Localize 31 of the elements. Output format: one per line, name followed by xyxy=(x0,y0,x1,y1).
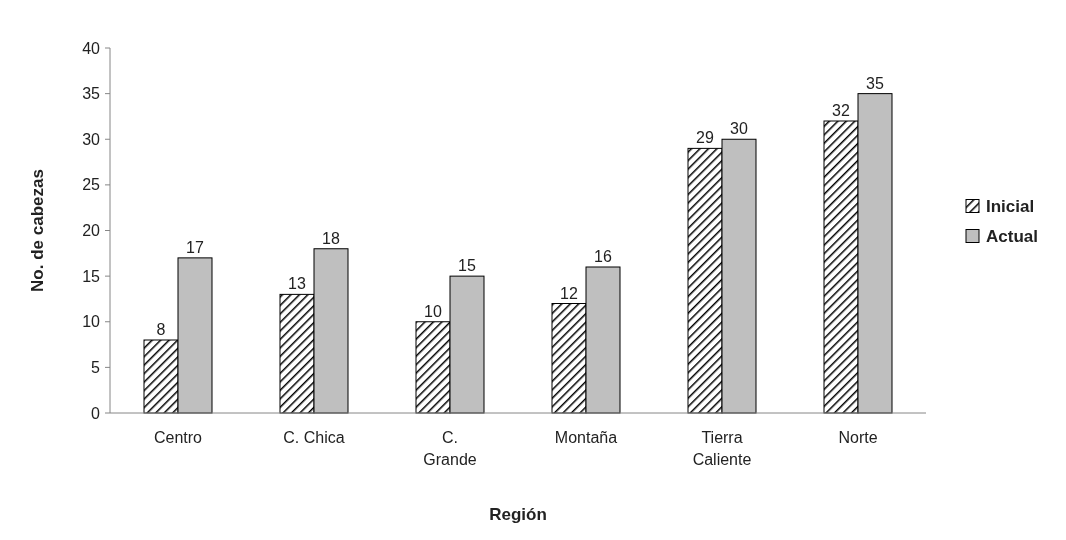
y-tick-label: 0 xyxy=(91,404,101,422)
x-tick-label: C. Grande xyxy=(423,429,477,468)
data-label: 16 xyxy=(594,248,612,265)
y-tick-label: 25 xyxy=(82,176,101,194)
y-tick-label: 40 xyxy=(82,39,101,57)
data-label: 18 xyxy=(322,229,340,247)
y-axis-title: No. de cabezas xyxy=(28,169,47,292)
x-tick-label: Centro xyxy=(153,429,203,446)
y-tick-label: 20 xyxy=(82,222,101,240)
data-label: 15 xyxy=(458,257,476,275)
data-label: 8 xyxy=(156,321,166,338)
legend-label: Actual xyxy=(986,227,1038,247)
data-label: 10 xyxy=(424,302,442,320)
y-tick-label: 35 xyxy=(82,85,101,103)
data-label: 12 xyxy=(560,284,578,302)
x-tick-label: C. Chica xyxy=(283,429,345,446)
data-label: 35 xyxy=(866,74,884,92)
x-tick-label: Norte xyxy=(838,429,878,446)
y-tick-label: 5 xyxy=(91,358,101,376)
data-label: 29 xyxy=(696,129,714,147)
y-tick-label: 10 xyxy=(82,313,101,331)
y-tick-label: 15 xyxy=(82,267,101,285)
x-tick-label: Montaña xyxy=(554,429,618,446)
x-tick-label: Tierra Caliente xyxy=(692,429,752,468)
y-tick-label: 30 xyxy=(82,130,101,148)
data-label: 32 xyxy=(832,102,850,119)
data-label: 13 xyxy=(288,275,306,293)
x-axis-title: Región xyxy=(489,505,547,524)
legend-label: Inicial xyxy=(986,197,1035,217)
data-label: 17 xyxy=(186,238,204,256)
data-label: 30 xyxy=(730,120,748,138)
